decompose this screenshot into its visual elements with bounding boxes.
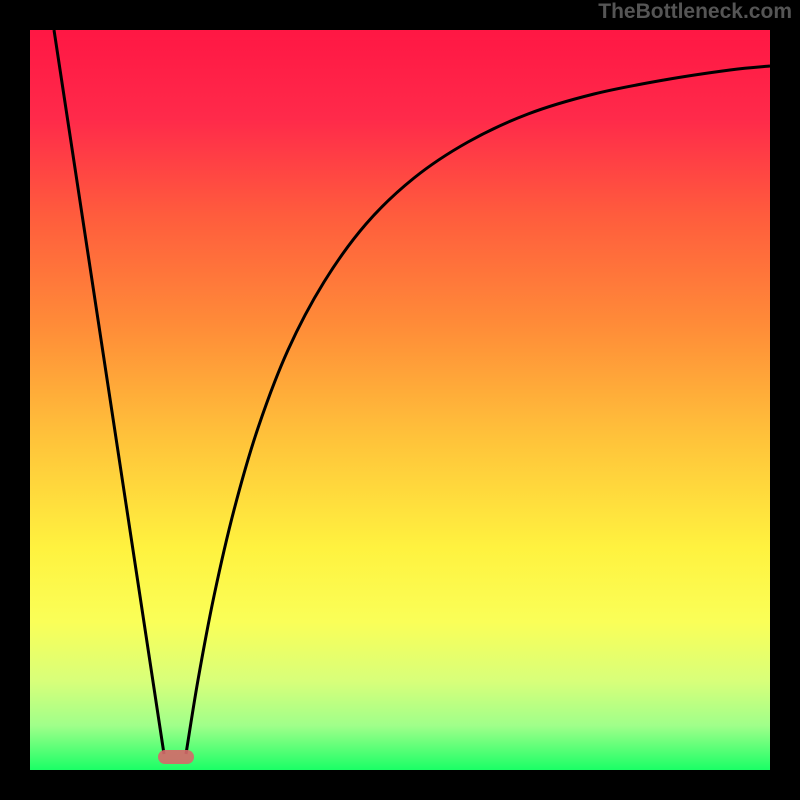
optimum-marker [158,750,194,764]
bottleneck-chart [0,0,800,800]
watermark-label: TheBottleneck.com [598,0,792,24]
plot-background [30,30,770,770]
chart-container: TheBottleneck.com [0,0,800,800]
